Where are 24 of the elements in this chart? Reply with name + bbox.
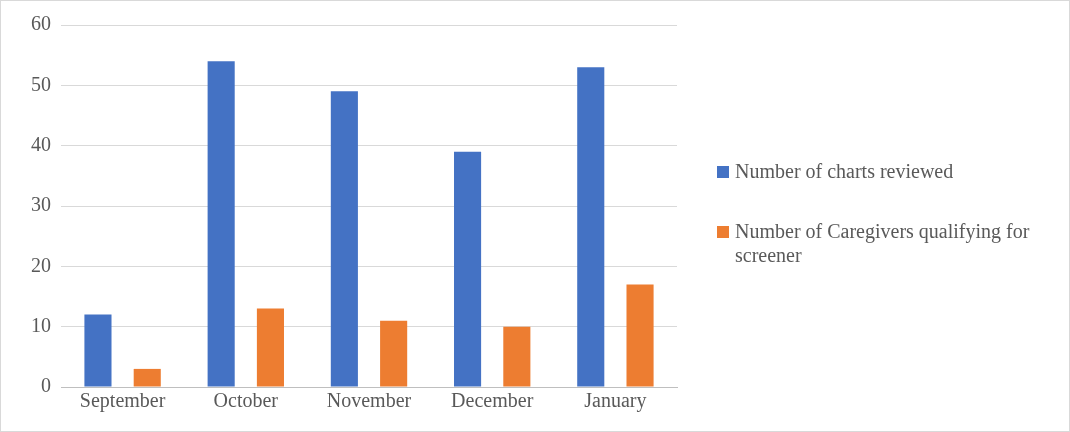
y-tick-label: 40 (31, 132, 51, 155)
y-tick-label: 50 (31, 72, 51, 95)
y-tick-label: 0 (41, 374, 51, 397)
bar (207, 61, 235, 387)
bar (626, 284, 654, 387)
x-tick-label: December (451, 389, 534, 412)
bar (380, 320, 408, 387)
y-tick-label: 60 (31, 12, 51, 35)
bar (256, 308, 284, 387)
bar (133, 368, 161, 387)
x-tick-label: January (584, 389, 647, 413)
bar (503, 326, 531, 387)
y-tick-label: 10 (31, 313, 51, 336)
x-tick-label: October (213, 389, 279, 412)
bar (330, 91, 358, 387)
legend-label: Number of charts reviewed (735, 159, 954, 183)
bar (577, 67, 605, 387)
y-tick-label: 30 (31, 193, 51, 216)
x-tick-label: September (79, 389, 166, 413)
bar (84, 314, 112, 387)
y-tick-label: 20 (31, 253, 51, 276)
bar (454, 151, 482, 387)
x-tick-label: November (326, 389, 412, 412)
legend-label: Number of Caregivers qualifying for screener (735, 219, 1031, 267)
